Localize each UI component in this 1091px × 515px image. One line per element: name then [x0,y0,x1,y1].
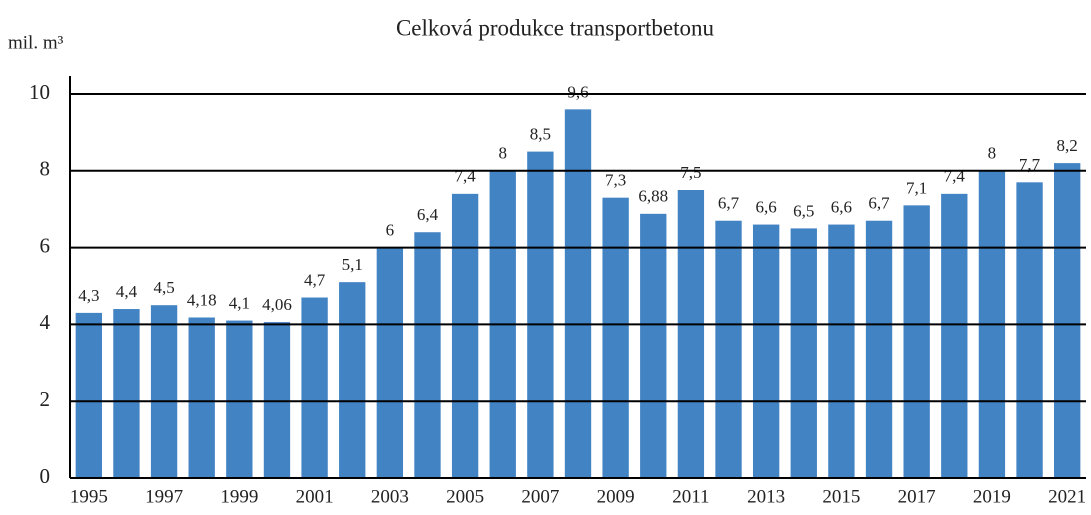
x-tick-label: 2013 [747,486,785,507]
value-label: 8,2 [1057,136,1078,155]
bar [865,220,893,478]
value-label: 9,6 [567,82,588,101]
bar [451,193,479,478]
value-label: 7,3 [605,171,626,190]
x-tick-label: 2019 [973,486,1011,507]
value-label: 7,4 [944,167,966,186]
y-tick-label: 8 [40,157,51,181]
x-tick-label: 2007 [521,486,559,507]
bar [903,205,930,479]
bar [1016,182,1043,478]
bar [677,190,705,478]
bar [301,297,328,478]
value-label: 5,1 [342,255,363,274]
bar [941,193,968,478]
value-label: 8 [988,144,997,163]
value-label: 4,7 [304,270,326,289]
value-label: 6,5 [793,201,814,220]
value-label: 4,5 [153,278,174,297]
value-label: 6,7 [868,194,890,213]
value-label: 6,4 [417,205,439,224]
bar [828,224,855,478]
value-label: 6,88 [638,187,668,206]
bar [1054,163,1081,478]
value-label: 7,5 [680,163,701,182]
bar [640,213,667,479]
chart-title: Celková produkce transportbetonu [396,15,715,40]
value-label: 4,1 [229,293,250,312]
x-tick-label: 1997 [145,486,183,507]
bar [715,220,742,478]
value-label: 7,4 [454,167,476,186]
y-tick-label: 10 [29,80,50,104]
bar [339,282,366,478]
bar [414,232,441,478]
bar [527,151,554,478]
y-axis-label: mil. m³ [8,32,64,53]
x-tick-label: 1995 [70,486,108,507]
x-tick-label: 2015 [822,486,860,507]
value-label: 4,4 [116,282,138,301]
bar [790,228,817,478]
bar [150,305,178,478]
x-tick-label: 2003 [371,486,409,507]
value-label: 4,18 [187,290,217,309]
value-label: 6,6 [756,197,777,216]
y-tick-label: 0 [40,464,51,488]
value-label: 8 [498,144,507,163]
bar [564,109,592,479]
bar [75,312,102,478]
bar [376,247,404,478]
value-label: 7,1 [906,178,927,197]
y-tick-label: 2 [40,387,51,411]
x-tick-label: 2021 [1048,486,1086,507]
bar [263,322,291,478]
x-tick-label: 2009 [597,486,635,507]
value-label: 4,3 [78,286,99,305]
value-label: 6,6 [831,197,852,216]
bar [752,224,780,478]
x-tick-label: 2005 [446,486,484,507]
value-label: 4,06 [262,295,292,314]
value-label: 8,5 [530,125,551,144]
bar [113,309,140,478]
bar [602,197,629,478]
x-tick-label: 1999 [220,486,258,507]
bar [188,317,215,478]
y-tick-label: 6 [40,233,51,257]
value-label: 6,7 [718,194,740,213]
bar [226,320,253,478]
x-tick-label: 2001 [296,486,334,507]
x-tick-label: 2017 [898,486,936,507]
value-label: 6 [386,221,395,240]
x-tick-label: 2011 [672,486,709,507]
value-label: 7,7 [1019,155,1041,174]
y-tick-label: 4 [40,310,51,334]
